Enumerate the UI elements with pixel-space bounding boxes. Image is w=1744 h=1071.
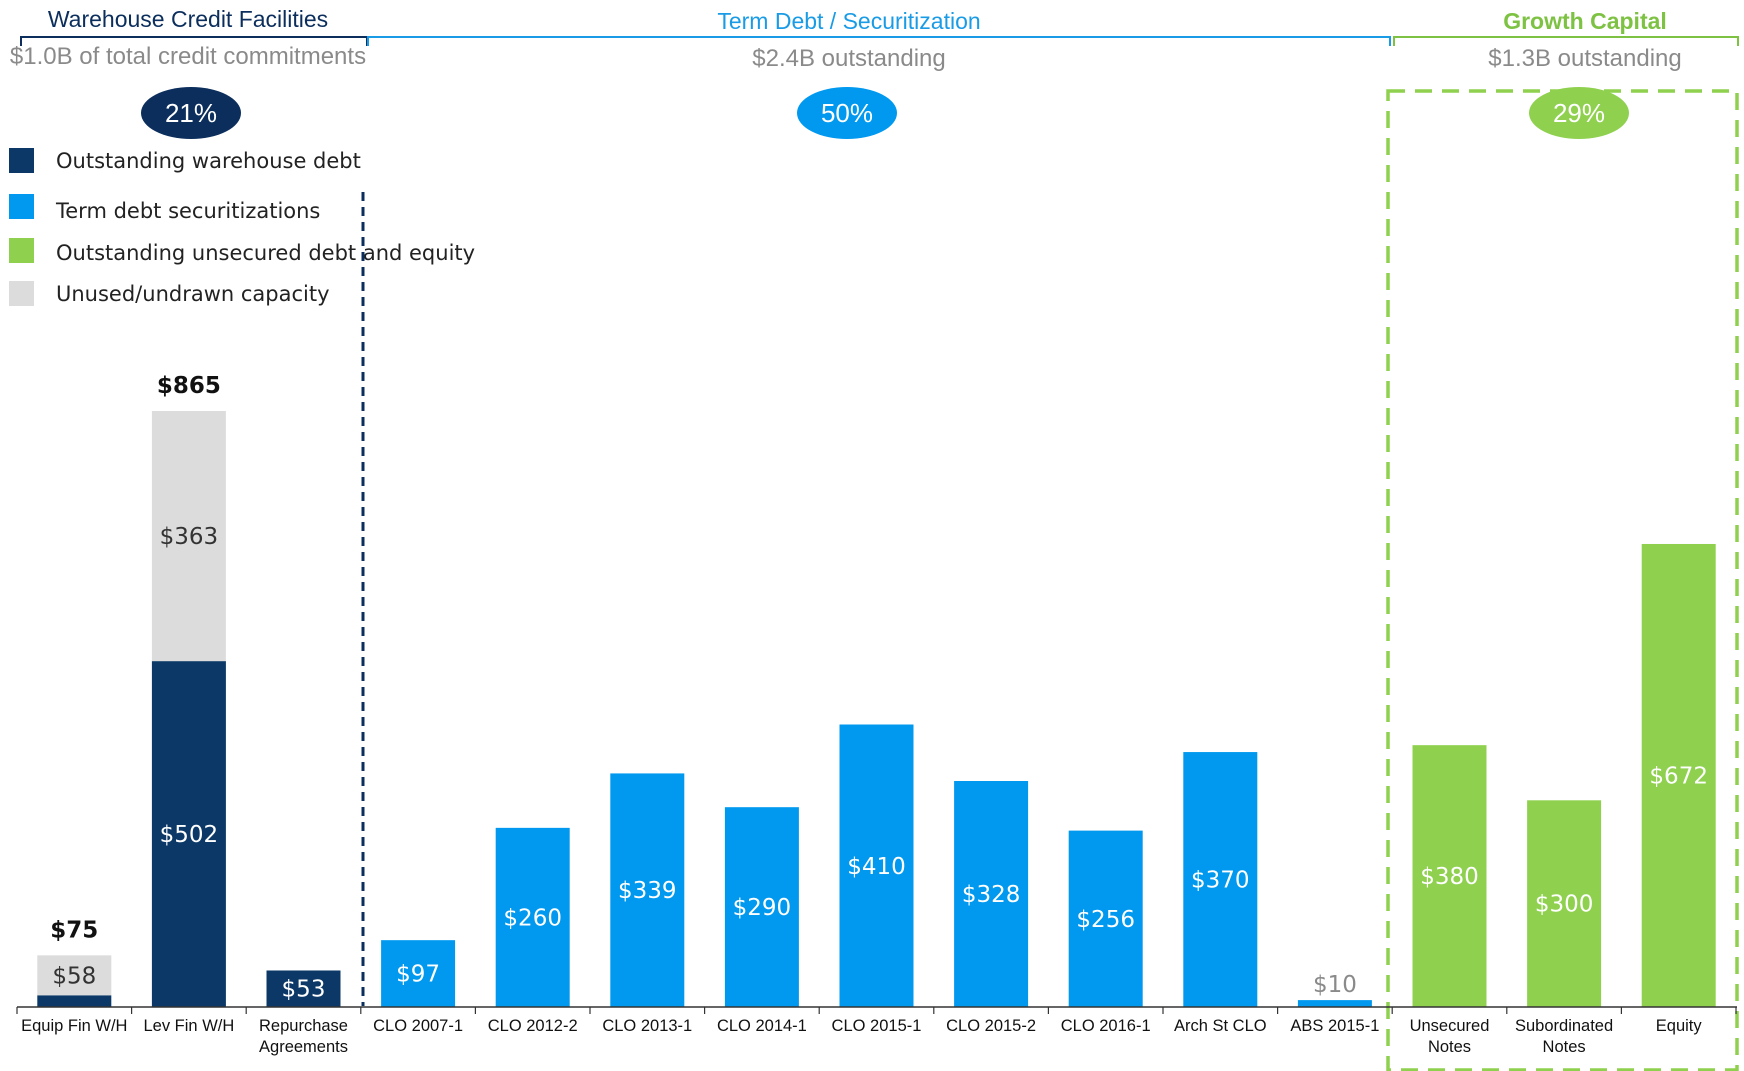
x-axis-category-label: Equity: [1656, 1017, 1703, 1035]
x-axis-category-label: Unsecured Notes: [1410, 1017, 1490, 1056]
x-axis-category-label: CLO 2016-1: [1061, 1017, 1151, 1035]
x-axis-category-label: CLO 2015-1: [832, 1017, 922, 1035]
x-axis-category-label: Repurchase Agreements: [259, 1017, 348, 1056]
bar-value-label: $260: [503, 905, 562, 931]
bar-value-label: $300: [1535, 892, 1594, 918]
x-axis-labels: Equip Fin W/H Lev Fin W/H Repurchase Agreem…: [21, 1017, 1702, 1056]
bar-segment: [37, 955, 112, 996]
bar-labels-layer: $58 $502 $363 $53 $97 $260 $339 $290 $410 $328 $25…: [52, 524, 1708, 1003]
bar-segment: [151, 411, 226, 662]
bar-segment: [954, 781, 1029, 1007]
bar-total-label: $75: [50, 917, 98, 943]
section-pct-term-debt: 50%: [821, 98, 873, 128]
bar-value-label: $328: [962, 882, 1021, 908]
section-subtitle-growth: $1.3B outstanding: [1488, 45, 1682, 72]
section-bracket-growth: [1393, 36, 1739, 46]
bar-segment: [37, 995, 112, 1007]
section-subtitle-term-debt: $2.4B outstanding: [752, 45, 946, 72]
bar-segment: [495, 827, 570, 1007]
bar-segment: [151, 661, 226, 1007]
bar-value-label: $10: [1313, 972, 1357, 998]
legend-label-unsecured: Outstanding unsecured debt and equity: [56, 241, 475, 265]
bar-segment: [266, 970, 341, 1007]
bar-segment: [724, 807, 799, 1007]
section-title-growth: Growth Capital: [1503, 8, 1667, 34]
section-header-warehouse: Warehouse Credit Facilities $1.0B of tot…: [10, 6, 368, 139]
x-axis-category-label: Equip Fin W/H: [21, 1017, 127, 1035]
legend-label-warehouse-debt: Outstanding warehouse debt: [56, 149, 361, 173]
bar-value-label: $370: [1191, 868, 1250, 894]
legend-swatch-term-debt: [9, 194, 34, 219]
bar-value-label: $380: [1420, 864, 1479, 890]
legend-swatch-unsecured: [9, 238, 34, 263]
bar-value-label: $502: [160, 822, 219, 848]
section-pct-badge-warehouse: [141, 87, 241, 139]
legend-label-term-debt: Term debt securitizations: [55, 199, 320, 223]
bar-value-label: $410: [847, 854, 906, 880]
bar-segment: [1183, 752, 1258, 1007]
bar-value-label: $290: [733, 895, 792, 921]
bar-segment: [1068, 830, 1143, 1007]
bar-segment: [1527, 800, 1602, 1007]
bar-segment: [839, 724, 914, 1007]
totals-layer: $75 $865: [50, 373, 221, 943]
x-axis-category-label: CLO 2012-2: [488, 1017, 578, 1035]
bar-value-label: $58: [52, 963, 96, 989]
section-header-growth: Growth Capital $1.3B outstanding 29%: [1393, 8, 1739, 139]
bar-value-label: $53: [282, 977, 326, 1003]
x-axis-category-label: Subordinated Notes: [1515, 1017, 1613, 1056]
bar-segment: [381, 940, 456, 1007]
section-pct-badge-term-debt: [797, 87, 897, 139]
legend: Outstanding warehouse debt Term debt sec…: [9, 148, 475, 306]
x-axis-category-label: CLO 2007-1: [373, 1017, 463, 1035]
section-pct-warehouse: 21%: [165, 98, 217, 128]
section-title-warehouse: Warehouse Credit Facilities: [48, 6, 328, 32]
x-axis-ticks: [16, 1007, 1737, 1014]
bar-value-label: $97: [396, 962, 440, 988]
bars-layer: [37, 411, 1716, 1007]
bar-value-label: $363: [160, 524, 219, 550]
legend-swatch-unused: [9, 281, 34, 306]
section-header-term-debt: Term Debt / Securitization $2.4B outstan…: [367, 8, 1391, 139]
bar-segment: [1412, 745, 1487, 1007]
section-pct-badge-growth: [1529, 87, 1629, 139]
bar-segment: [1641, 543, 1716, 1007]
bar-total-label: $865: [157, 373, 221, 399]
section-title-term-debt: Term Debt / Securitization: [717, 8, 980, 34]
section-pct-growth: 29%: [1553, 98, 1605, 128]
x-axis-category-label: CLO 2014-1: [717, 1017, 807, 1035]
x-axis-category-label: ABS 2015-1: [1290, 1017, 1379, 1035]
section-subtitle-warehouse: $1.0B of total credit commitments: [10, 43, 366, 70]
x-axis-category-label: Lev Fin W/H: [144, 1017, 235, 1035]
bar-value-label: $672: [1649, 763, 1708, 789]
bar-segment: [610, 773, 685, 1007]
x-axis-category-label: CLO 2015-2: [946, 1017, 1036, 1035]
bar-segment: [1297, 1000, 1372, 1007]
legend-swatch-warehouse-debt: [9, 148, 34, 173]
growth-capital-dashed-box: [1386, 89, 1739, 1071]
bar-value-label: $256: [1076, 907, 1135, 933]
x-axis-category-label: CLO 2013-1: [602, 1017, 692, 1035]
bar-value-label: $339: [618, 878, 677, 904]
x-axis-category-label: Arch St CLO: [1174, 1017, 1267, 1035]
section-bracket-term-debt: [367, 36, 1391, 46]
legend-label-unused: Unused/undrawn capacity: [56, 282, 330, 306]
